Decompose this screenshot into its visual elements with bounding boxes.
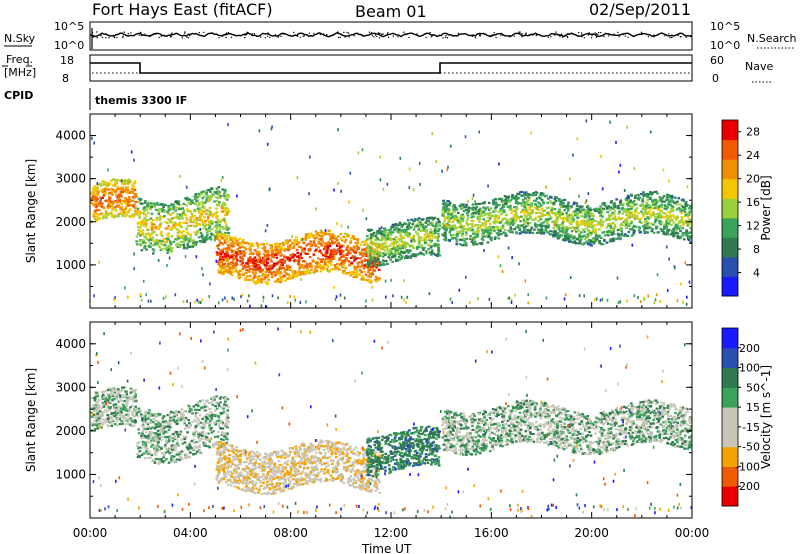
beam-title: Beam 01 xyxy=(355,2,427,21)
power-y-axis-label: Slant Range [km] xyxy=(24,159,38,263)
velocity-colorbar-tick: -50 xyxy=(742,441,760,454)
velocity-y-tick-label: 4000 xyxy=(55,337,86,351)
velocity-y-tick-label: 1000 xyxy=(55,467,86,481)
velocity-echo-region xyxy=(215,439,381,496)
x-tick-label: 08:00 xyxy=(273,526,308,540)
power-colorbar: 4 8 12 16 20 24 28 Power [dB] xyxy=(721,119,773,297)
velocity-echo-region xyxy=(90,386,138,432)
velocity-echo-region xyxy=(135,395,231,465)
x-tick-label: 04:00 xyxy=(173,526,208,540)
velocity-scatter-noise xyxy=(91,327,692,518)
nave-tick-top: 60 xyxy=(710,54,724,67)
nsky-label: N.Sky xyxy=(4,32,36,45)
power-y-tick-label: 2000 xyxy=(55,215,86,229)
nsearch-tick-bottom: 10^0 xyxy=(710,39,740,52)
velocity-colorbar-tick: 200 xyxy=(739,342,760,355)
power-y-tick-label: 3000 xyxy=(55,172,86,186)
power-colorbar-tick: 4 xyxy=(753,267,760,280)
power-echo-region xyxy=(215,229,381,286)
power-echo-region xyxy=(365,216,442,268)
power-y-tick-label: 1000 xyxy=(55,258,86,272)
power-colorbar-tick: 24 xyxy=(746,149,760,162)
nsearch-tick-top: 10^5 xyxy=(710,20,740,33)
velocity-echo-region xyxy=(366,425,441,478)
x-tick-label: 12:00 xyxy=(374,526,409,540)
x-tick-label: 00:00 xyxy=(73,526,108,540)
velocity-colorbar: 200 100 50 15 -15 -50 -100 -200 Velocity [m s^-1… xyxy=(721,327,773,507)
power-scatter-noise xyxy=(91,119,692,308)
velocity-panel: 1000 2000 3000 4000 Slant Range [km] 200 100 50… xyxy=(24,321,773,519)
cpid-label: CPID xyxy=(4,89,33,102)
nsky-trace xyxy=(89,28,693,49)
velocity-colorbar-tick: 100 xyxy=(739,362,760,375)
velocity-colorbar-tick: -15 xyxy=(742,421,760,434)
velocity-echoes xyxy=(90,327,692,518)
velocity-y-tick-label: 2000 xyxy=(55,424,86,438)
freq-tick-top: 18 xyxy=(60,54,74,67)
power-panel: 1000 2000 3000 4000 Slant Range [km] 4 8 12 16 20… xyxy=(24,113,773,309)
power-echo-region xyxy=(441,190,692,247)
velocity-colorbar-tick: -100 xyxy=(735,460,760,473)
power-colorbar-tick: 8 xyxy=(753,243,760,256)
nave-tick-bottom: 0 xyxy=(712,72,719,85)
power-colorbar-tick: 28 xyxy=(746,126,760,139)
velocity-y-tick-label: 3000 xyxy=(55,380,86,394)
freq-label-2: [MHz] xyxy=(4,66,36,79)
power-colorbar-tick: 12 xyxy=(746,220,760,233)
power-echoes xyxy=(90,119,692,308)
x-tick-label: 20:00 xyxy=(574,526,609,540)
station-title: Fort Hays East (fitACF) xyxy=(92,0,273,19)
nsky-tick-bottom: 10^0 xyxy=(54,39,84,52)
power-colorbar-tick: 16 xyxy=(746,196,760,209)
nsky-tick-top: 10^5 xyxy=(54,20,84,33)
power-y-tick-label: 4000 xyxy=(55,129,86,143)
freq-trace xyxy=(90,62,692,74)
freq-strip-frame xyxy=(89,54,693,82)
nave-label: Nave xyxy=(745,60,773,73)
cpid-value: themis 3300 IF xyxy=(95,94,187,107)
velocity-colorbar-tick: 15 xyxy=(746,401,760,414)
power-colorbar-label: Power [dB] xyxy=(759,175,773,240)
velocity-colorbar-label: Velocity [m s^-1] xyxy=(759,365,773,469)
freq-label-1: Freq. xyxy=(6,53,33,66)
power-echo-region xyxy=(90,178,138,224)
velocity-echo-region xyxy=(441,399,692,456)
time-axis: 00:00 04:00 08:00 12:00 16:00 20:00 00:00 xyxy=(73,526,710,540)
x-tick-label: 00:00 xyxy=(675,526,710,540)
freq-tick-bottom: 8 xyxy=(62,72,69,85)
velocity-y-axis-label: Slant Range [km] xyxy=(24,368,38,472)
power-colorbar-tick: 20 xyxy=(746,173,760,186)
power-echo-region xyxy=(135,186,231,255)
velocity-colorbar-tick: 50 xyxy=(746,381,760,394)
date-title: 02/Sep/2011 xyxy=(589,0,691,19)
x-axis-label: Time UT xyxy=(361,542,412,554)
nsearch-label: N.Search xyxy=(747,32,797,45)
x-tick-label: 16:00 xyxy=(474,526,509,540)
velocity-colorbar-tick: -200 xyxy=(735,480,760,493)
